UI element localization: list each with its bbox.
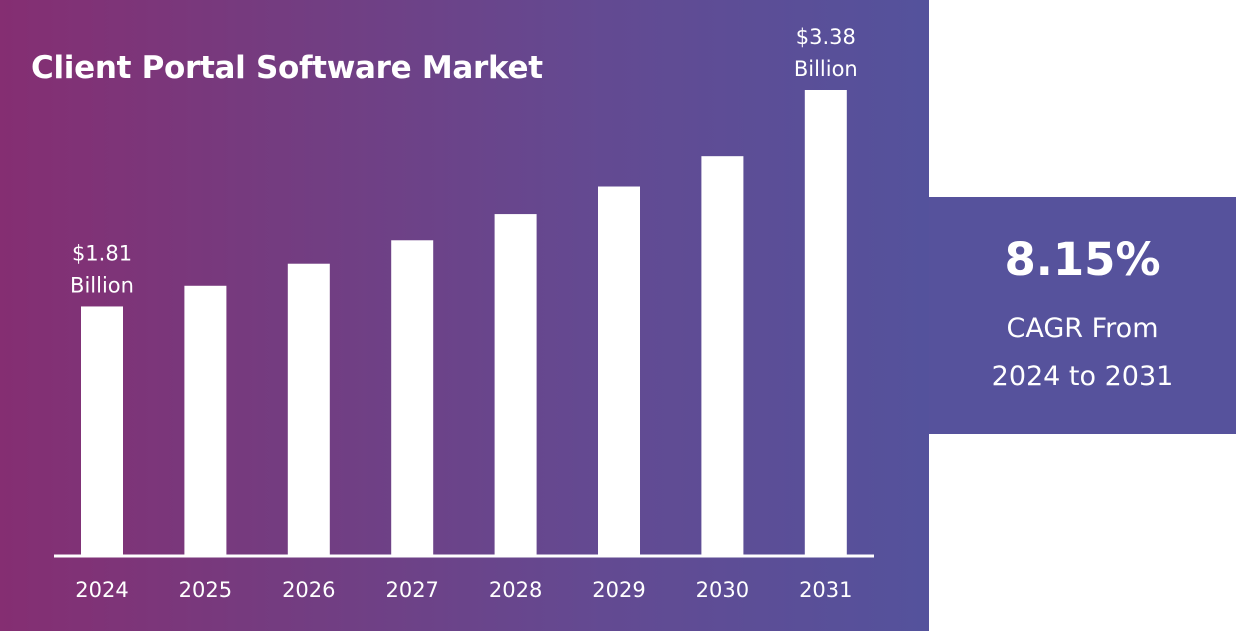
cagr-box: 8.15% CAGR From 2024 to 2031 [929, 197, 1236, 434]
x-tick-label-2025: 2025 [179, 578, 232, 602]
bar-2028 [494, 214, 537, 557]
x-tick-label-2028: 2028 [489, 578, 542, 602]
chart-title: Client Portal Software Market [31, 50, 543, 86]
bar-chart: 2024 2025 2026 2027 2028 2029 2030 2031 $1.81 Bil… [0, 0, 929, 631]
x-tick-label-2029: 2029 [592, 578, 645, 602]
chart-panel [0, 0, 929, 631]
bar-2029 [598, 186, 640, 556]
x-tick-label-2031: 2031 [799, 578, 852, 602]
data-label-2024-line2: Billion [70, 273, 134, 297]
data-label-2031-line2: Billion [794, 57, 858, 81]
x-tick-label-2030: 2030 [696, 578, 749, 602]
bar-2025 [184, 285, 227, 556]
cagr-label-line1: CAGR From [1006, 313, 1159, 344]
data-label-2024-line1: $1.81 [72, 241, 132, 265]
bar-2031 [804, 90, 847, 556]
x-tick-label-2027: 2027 [385, 578, 438, 602]
bar-2026 [287, 263, 330, 556]
x-tick-label-2024: 2024 [75, 578, 128, 602]
x-tick-label-2026: 2026 [282, 578, 335, 602]
data-label-2031-line1: $3.38 [796, 25, 856, 49]
cagr-value: 8.15% [1004, 233, 1161, 286]
bar-2027 [391, 240, 434, 556]
bar-2024 [81, 306, 123, 556]
cagr-label-line2: 2024 to 2031 [991, 361, 1174, 392]
bar-2030 [701, 156, 744, 556]
